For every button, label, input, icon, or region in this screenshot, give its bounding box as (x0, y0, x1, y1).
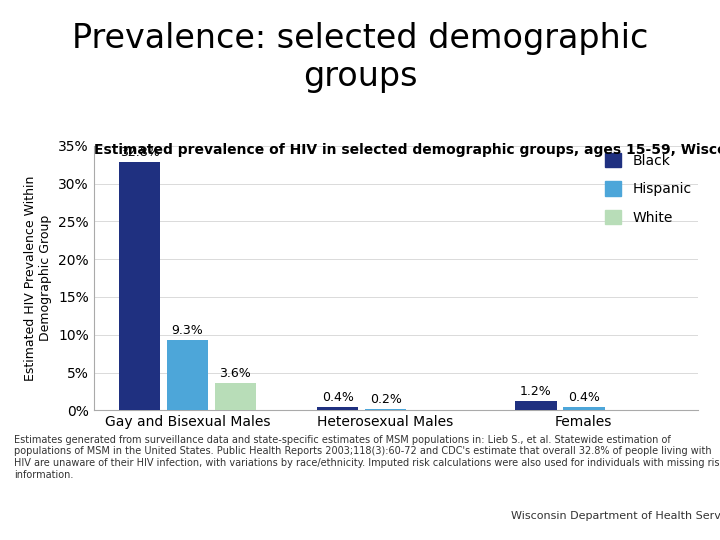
Bar (515, 401, 557, 410)
Text: Estimated prevalence of HIV in selected demographic groups, ages 15-59, Wisconsi: Estimated prevalence of HIV in selected … (94, 143, 720, 157)
Text: Wisconsin Department of Health Services: Wisconsin Department of Health Services (511, 511, 720, 521)
Text: 0.4%: 0.4% (322, 392, 354, 404)
Text: Estimates generated from surveillance data and state-specific estimates of MSM p: Estimates generated from surveillance da… (14, 435, 720, 480)
Circle shape (684, 498, 702, 515)
Text: 9.3%: 9.3% (171, 324, 203, 337)
Y-axis label: Estimated HIV Prevalence Within
Demographic Group: Estimated HIV Prevalence Within Demograp… (24, 176, 53, 381)
Text: 0.2%: 0.2% (369, 393, 402, 406)
Bar (563, 407, 605, 410)
Bar (317, 407, 359, 410)
Text: 1.2%: 1.2% (520, 386, 552, 399)
Text: 0.4%: 0.4% (568, 392, 600, 404)
Bar (215, 383, 256, 410)
Legend: Black, Hispanic, White: Black, Hispanic, White (605, 153, 691, 225)
Text: 32.8%: 32.8% (120, 146, 159, 159)
Text: 3.6%: 3.6% (220, 367, 251, 380)
Bar (166, 340, 208, 410)
Bar (365, 409, 406, 410)
Text: Prevalence: selected demographic
groups: Prevalence: selected demographic groups (72, 22, 648, 93)
Bar (119, 163, 161, 410)
